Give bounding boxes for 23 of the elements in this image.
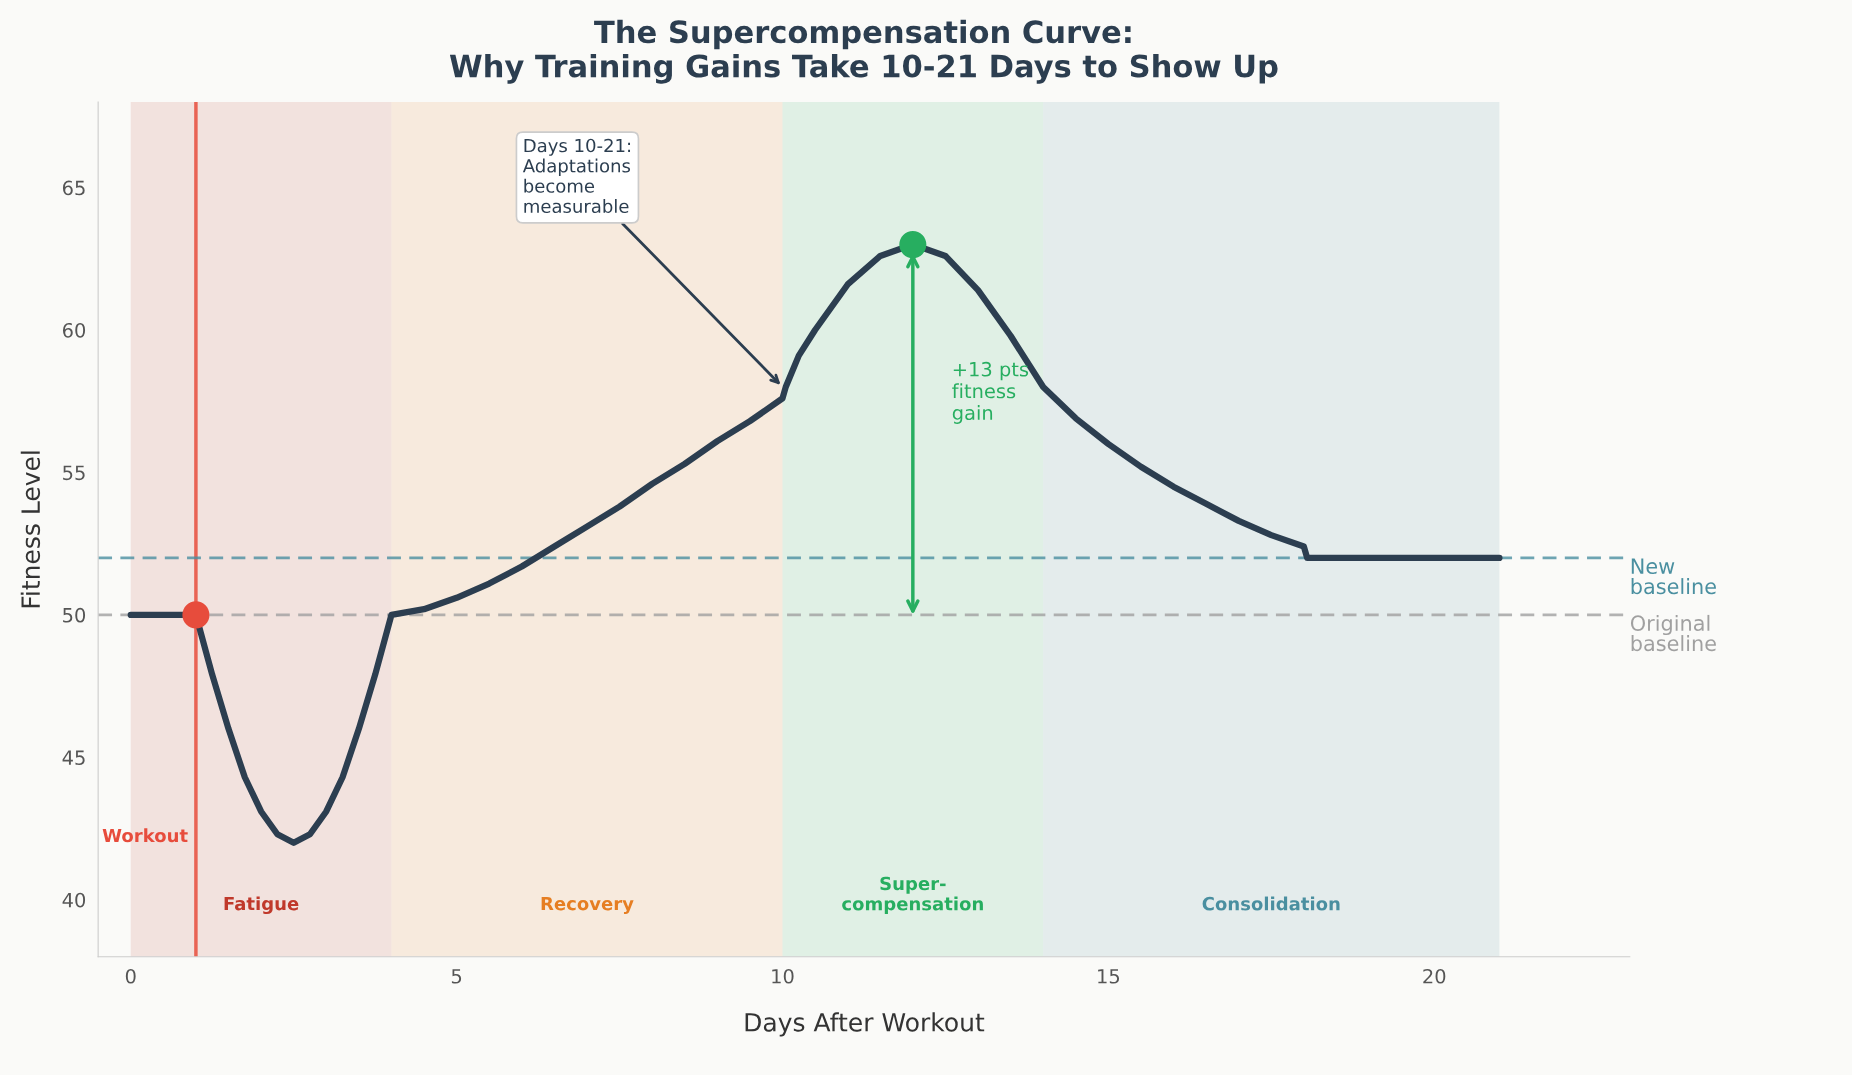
ref-line-label: Workout: [102, 828, 188, 843]
y-tick-label: 65: [62, 180, 85, 196]
x-tick-label: 5: [451, 969, 462, 984]
y-tick-label: 40: [62, 892, 86, 908]
y-tick-label: 45: [62, 750, 85, 765]
x-tick-label: 0: [125, 968, 136, 984]
y-tick-label: 60: [62, 322, 86, 338]
x-tick-label: 20: [1423, 968, 1446, 984]
x-axis-title: Days After Workout: [745, 1012, 985, 1037]
annotation: +13 pts fitness gain: [952, 361, 1029, 424]
chart-title: The Supercompensation Curve: Why Training Gains Take 10-21 Days to Show Up: [449, 19, 1278, 84]
y-tick-label: 55: [63, 465, 85, 481]
y-axis-title: Fitness Level: [20, 451, 41, 608]
annotation: Days 10-21: Adaptations become measurable: [522, 138, 631, 214]
band-label: Recovery: [541, 896, 634, 915]
band-label: Consolidation: [1202, 896, 1340, 911]
x-tick-label: 15: [1098, 969, 1120, 984]
x-tick-label: 10: [772, 968, 794, 984]
y-tick-label: 50: [63, 607, 86, 623]
ref-line-label: Original baseline: [1630, 614, 1716, 652]
band-label: Fatigue: [224, 896, 299, 915]
band-label: Super- compensation: [842, 876, 983, 915]
ref-line-label: New baseline: [1631, 558, 1716, 595]
